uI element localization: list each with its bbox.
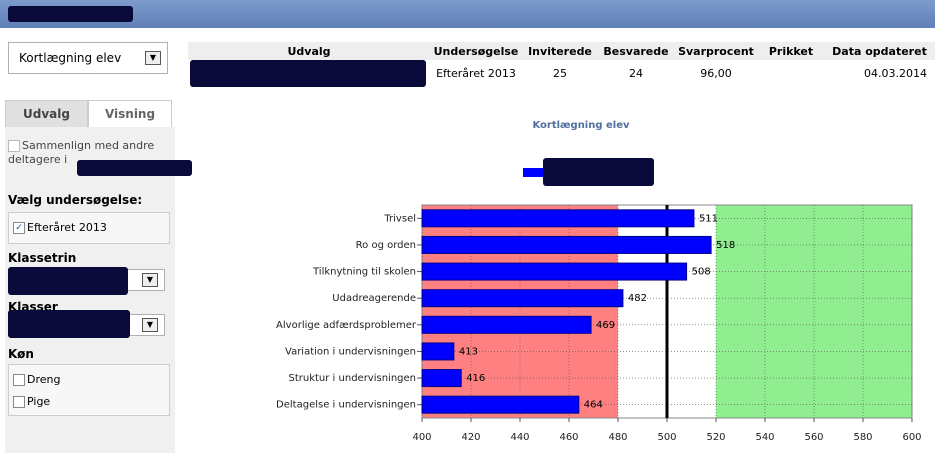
option-box: Dreng Pige <box>8 364 170 416</box>
data-label: 518 <box>716 240 735 251</box>
table-cell: 24 <box>629 66 643 80</box>
data-label: 464 <box>584 400 603 411</box>
redacted <box>543 158 654 186</box>
redacted <box>190 60 426 87</box>
redacted <box>8 267 128 295</box>
option-box: ✓ Efteråret 2013 <box>8 212 170 244</box>
select-value: Kortlægning elev <box>19 51 122 65</box>
x-tick-label: 400 <box>412 432 431 443</box>
y-tick-label: Struktur i undervisningen <box>289 373 417 384</box>
sidebar: Sammenlign med andre deltagere i Vælg un… <box>5 127 192 453</box>
bar <box>421 342 455 361</box>
redacted <box>8 6 133 22</box>
table-cell: 25 <box>553 66 567 80</box>
redacted <box>8 310 130 338</box>
bar <box>421 209 695 228</box>
data-label: 469 <box>596 320 615 331</box>
y-tick-label: Alvorlige adfærdsproblemer <box>276 320 417 331</box>
bar <box>421 395 580 414</box>
dropdown-button[interactable]: ▼ <box>142 273 158 287</box>
x-tick-label: 600 <box>902 432 921 443</box>
compare-option[interactable]: Sammenlign med andre deltagere i <box>8 139 173 167</box>
column-header: Undersøgelse <box>430 42 522 60</box>
table-cell: Efteråret 2013 <box>436 66 516 80</box>
table-cell: 96,00 <box>700 66 732 80</box>
top-bar <box>0 0 935 28</box>
bar <box>421 369 462 388</box>
heading: Køn <box>8 347 34 361</box>
data-label: 482 <box>628 293 647 304</box>
option-label: Efteråret 2013 <box>27 221 107 234</box>
column-header: Udvalg <box>188 42 430 60</box>
column-header: Besvarede <box>598 42 674 60</box>
y-tick-label: Ro og orden <box>356 240 416 251</box>
data-label: 413 <box>459 346 478 357</box>
gender-option[interactable]: Dreng <box>13 373 60 386</box>
bar <box>421 315 592 334</box>
gender-option[interactable]: Pige <box>13 395 50 408</box>
column-header: Svarprocent <box>674 42 758 60</box>
y-tick-label: Trivsel <box>383 213 416 224</box>
tab[interactable]: Visning <box>88 100 172 128</box>
table-cell: 04.03.2014 <box>864 66 927 80</box>
chart-title: Kortlægning elev <box>532 120 630 131</box>
x-tick-label: 520 <box>706 432 725 443</box>
heading: Klassetrin <box>8 251 77 265</box>
dropdown-button[interactable]: ▼ <box>145 51 161 65</box>
bar <box>421 235 712 254</box>
checkbox[interactable] <box>13 374 25 386</box>
x-tick-label: 460 <box>559 432 578 443</box>
column-header: Prikket <box>758 42 824 60</box>
x-tick-label: 440 <box>510 432 529 443</box>
column-header: Data opdateret <box>824 42 935 60</box>
y-tick-label: Udadreagerende <box>332 293 416 304</box>
chart: Kortlægning elev 400 420 440 460 480 500 520 54… <box>276 120 922 443</box>
redacted <box>77 160 192 176</box>
x-tick-label: 580 <box>853 432 872 443</box>
compare-label: Sammenlign med andre deltagere i <box>8 139 155 166</box>
checkbox[interactable] <box>8 140 20 152</box>
table-cell <box>758 60 824 86</box>
x-tick-label: 560 <box>804 432 823 443</box>
bar <box>421 262 688 281</box>
y-tick-label: Tilknytning til skolen <box>312 267 416 278</box>
zone <box>716 205 912 418</box>
survey-select[interactable]: Kortlægning elev ▼ <box>8 42 168 74</box>
option-label: Dreng <box>27 373 61 386</box>
survey-option[interactable]: ✓ Efteråret 2013 <box>13 221 107 234</box>
dropdown-button[interactable]: ▼ <box>142 318 158 332</box>
y-tick-label: Deltagelse i undervisningen <box>276 400 416 411</box>
heading: Vælg undersøgelse: <box>8 193 143 207</box>
checkbox[interactable] <box>13 396 25 408</box>
data-label: 508 <box>692 267 711 278</box>
summary-table: Udvalg Undersøgelse Inviterede Besvarede Sva… <box>188 42 935 86</box>
column-header: Inviterede <box>522 42 598 60</box>
y-tick-label: Variation i undervisningen <box>285 346 416 357</box>
x-tick-label: 480 <box>608 432 627 443</box>
data-label: 511 <box>699 213 718 224</box>
option-label: Pige <box>27 395 51 408</box>
tab[interactable]: Udvalg <box>5 100 88 128</box>
bar <box>421 289 624 308</box>
x-tick-label: 500 <box>657 432 676 443</box>
legend-swatch <box>523 168 545 177</box>
checkbox[interactable]: ✓ <box>13 222 25 234</box>
data-label: 416 <box>466 373 485 384</box>
x-tick-label: 540 <box>755 432 774 443</box>
x-tick-label: 420 <box>461 432 480 443</box>
